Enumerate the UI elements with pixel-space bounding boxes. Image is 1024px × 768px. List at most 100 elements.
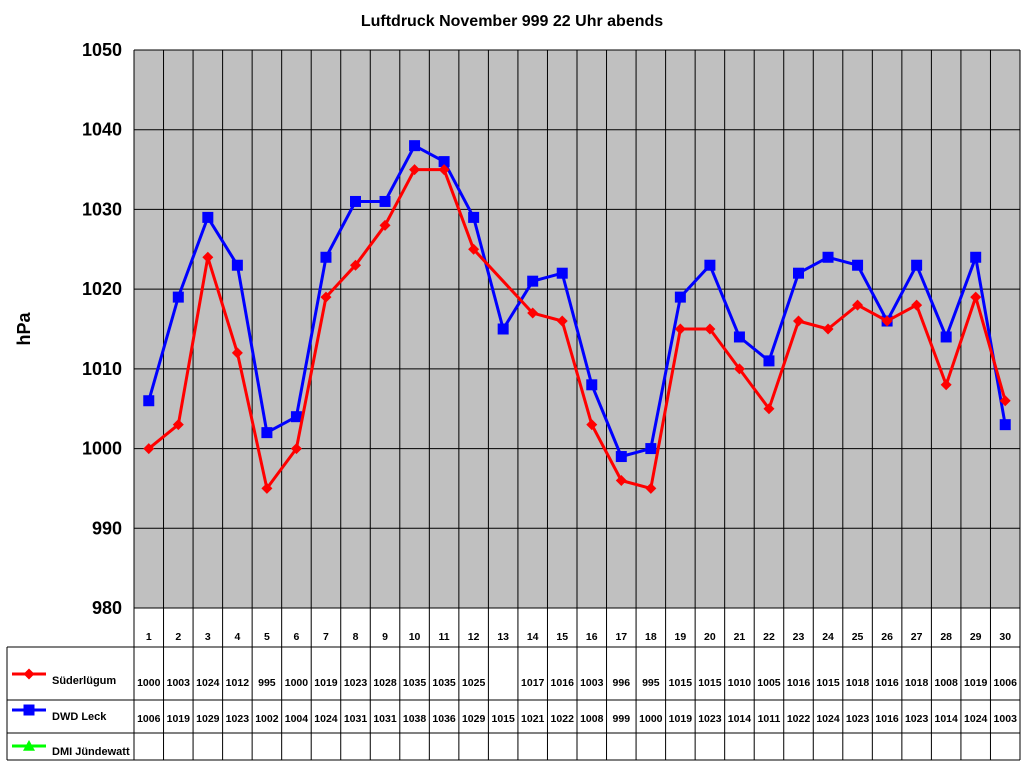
data-point — [290, 443, 302, 455]
x-tick-label: 30 — [999, 631, 1011, 643]
table-value: 995 — [642, 677, 660, 689]
data-point — [645, 443, 657, 455]
x-tick-label: 21 — [734, 631, 746, 643]
table-value: 1015 — [491, 713, 515, 725]
data-point — [881, 315, 893, 327]
table-value: 1015 — [698, 677, 722, 689]
table-value: 1016 — [875, 713, 899, 725]
table-value: 1003 — [580, 677, 604, 689]
table-value: 1000 — [137, 677, 161, 689]
table-value: 995 — [258, 677, 276, 689]
x-tick-label: 23 — [793, 631, 805, 643]
x-tick-label: 2 — [175, 631, 181, 643]
data-point — [763, 355, 775, 367]
x-tick-label: 22 — [763, 631, 775, 643]
y-tick-label: 1010 — [82, 359, 122, 379]
data-point — [674, 323, 686, 335]
data-point — [290, 411, 302, 423]
x-tick-label: 17 — [615, 631, 627, 643]
data-point — [793, 315, 804, 327]
data-point — [172, 419, 184, 431]
data-point — [704, 259, 716, 271]
table-value: 1035 — [403, 677, 427, 689]
data-point — [793, 267, 804, 279]
table-value: 1006 — [994, 677, 1018, 689]
data-point — [438, 164, 450, 176]
table-value: 1019 — [964, 677, 988, 689]
table-value: 1022 — [787, 713, 811, 725]
y-tick-label: 1030 — [82, 199, 122, 219]
x-tick-label: 19 — [675, 631, 687, 643]
table-value: 1019 — [314, 677, 338, 689]
table-value: 1024 — [816, 713, 840, 725]
table-value: 1025 — [462, 677, 486, 689]
data-point — [704, 323, 716, 335]
legend-label: DWD Leck — [52, 711, 107, 723]
data-point — [527, 307, 539, 319]
data-point — [231, 259, 243, 271]
x-tick-label: 10 — [409, 631, 421, 643]
x-tick-label: 11 — [439, 631, 450, 643]
table-value: 1023 — [226, 713, 250, 725]
data-point — [940, 331, 952, 343]
x-tick-label: 25 — [852, 631, 864, 643]
table-value: 1024 — [196, 677, 220, 689]
data-point — [852, 259, 864, 271]
data-point — [586, 379, 598, 391]
y-axis-label: hPa — [14, 312, 34, 346]
table-value: 999 — [613, 713, 631, 725]
table-value: 1024 — [314, 713, 338, 725]
y-tick-label: 980 — [92, 598, 122, 618]
data-point — [822, 251, 834, 263]
x-tick-label: 27 — [911, 631, 923, 643]
table-value: 1035 — [432, 677, 456, 689]
table-value: 1029 — [196, 713, 220, 725]
data-point — [615, 451, 627, 463]
table-value: 1031 — [373, 713, 397, 725]
table-value: 1019 — [167, 713, 191, 725]
data-point — [763, 403, 775, 415]
data-point — [999, 395, 1011, 407]
table-value: 1008 — [934, 677, 958, 689]
table-value: 996 — [613, 677, 631, 689]
data-point — [852, 299, 864, 311]
x-tick-label: 20 — [704, 631, 716, 643]
chart-title: Luftdruck November 999 22 Uhr abends — [361, 13, 663, 30]
data-point — [468, 211, 480, 223]
table-value: 1036 — [432, 713, 456, 725]
x-tick-label: 28 — [940, 631, 952, 643]
x-tick-label: 29 — [970, 631, 982, 643]
table-value: 1024 — [964, 713, 988, 725]
x-tick-label: 24 — [822, 631, 834, 643]
table-value: 1015 — [669, 677, 693, 689]
data-point — [409, 140, 421, 152]
table-value: 1031 — [344, 713, 368, 725]
data-point — [379, 195, 391, 207]
x-tick-label: 18 — [645, 631, 657, 643]
data-point — [143, 443, 155, 455]
table-value: 1028 — [373, 677, 397, 689]
data-point — [320, 291, 332, 303]
table-value: 1016 — [875, 677, 899, 689]
table-value: 1004 — [285, 713, 309, 725]
legend-marker — [23, 704, 35, 716]
x-tick-label: 16 — [586, 631, 598, 643]
table-value: 1029 — [462, 713, 486, 725]
table-value: 1021 — [521, 713, 545, 725]
table-value: 1003 — [994, 713, 1018, 725]
series-layer — [143, 140, 1011, 494]
x-tick-label: 14 — [527, 631, 539, 643]
x-tick-label: 3 — [205, 631, 211, 643]
data-point — [586, 419, 598, 431]
data-point — [911, 299, 923, 311]
y-tick-label: 1020 — [82, 279, 122, 299]
y-tick-label: 990 — [92, 518, 122, 538]
y-tick-label: 1040 — [82, 120, 122, 140]
data-point — [497, 323, 509, 335]
data-point — [733, 331, 745, 343]
data-point — [379, 219, 391, 231]
legend-label: Süderlügum — [52, 675, 116, 687]
data-table: 1 2 3 4 5 6 7 8 9 10 11 12 13 14 15 16 17 18 19 20 21 22 23 24 2… — [6, 50, 1021, 761]
table-value: 1008 — [580, 713, 604, 725]
table-value: 1012 — [226, 677, 250, 689]
